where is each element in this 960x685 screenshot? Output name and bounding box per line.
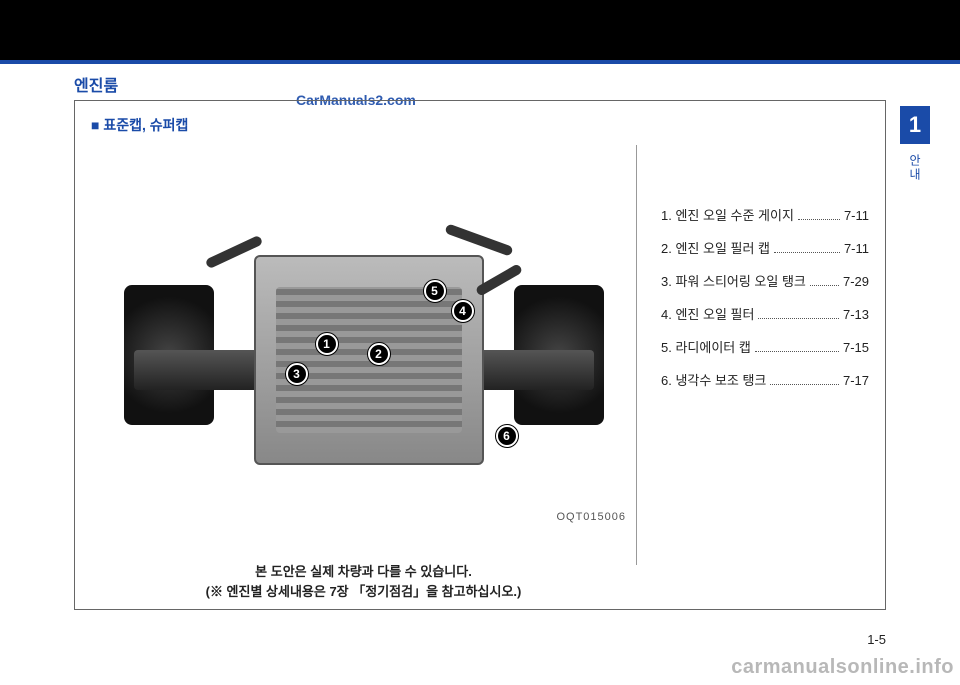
side-tab-number: 1 [900,106,930,144]
toc-page: 7-29 [843,274,869,289]
toc-dots [770,384,839,385]
toc-line: 3. 파워 스티어링 오일 탱크 7-29 [661,271,869,290]
toc-label: 6. 냉각수 보조 탱크 [661,370,766,389]
toc-line: 2. 엔진 오일 필러 캡 7-11 [661,238,869,257]
page-number: 1-5 [867,632,886,647]
callout-marker: 6 [496,425,518,447]
callout-marker: 5 [424,280,446,302]
engine-block [254,255,484,465]
page-title: 엔진룸 [74,72,118,96]
toc-page: 7-11 [844,208,869,223]
engine-illustration: 1 2 3 45 6 [134,185,594,515]
footer-watermark: carmanualsonline.info [731,656,954,679]
content-frame: ■ 표준캡, 슈퍼캡 1 2 3 45 6 OQT015006 본 도안은 실제 차량과… [74,100,886,610]
toc-label: 2. 엔진 오일 필러 캡 [661,238,770,257]
figure-caption-line1: 본 도안은 실제 차량과 다를 수 있습니다. [255,564,472,579]
toc-page: 7-17 [843,373,869,388]
side-tab-label: 안내 [907,154,924,182]
figure-ref-code: OQT015006 [556,511,626,523]
toc-line: 1. 엔진 오일 수준 게이지 7-11 [661,205,869,224]
callout-marker: 4 [452,300,474,322]
figure-caption: 본 도안은 실제 차량과 다를 수 있습니다. (※ 엔진별 상세내용은 7장 … [91,562,636,601]
toc-page: 7-11 [844,241,869,256]
toc-dots [755,351,839,352]
callout-marker: 1 [316,333,338,355]
toc-line: 6. 냉각수 보조 탱크 7-17 [661,370,869,389]
callout-marker: 3 [286,363,308,385]
toc-label: 1. 엔진 오일 수준 게이지 [661,205,794,224]
toc-dots [810,285,839,286]
toc-page: 7-15 [843,340,869,355]
toc-label: 3. 파워 스티어링 오일 탱크 [661,271,806,290]
toc-line: 4. 엔진 오일 필터 7-13 [661,304,869,323]
figure-subtitle: ■ 표준캡, 슈퍼캡 [91,115,869,135]
callout-marker: 2 [368,343,390,365]
figure-column: 123456 OQT015006 본 도안은 실제 차량과 다를 수 있습니다.… [91,145,637,565]
hose [444,223,513,256]
toc-label: 4. 엔진 오일 필터 [661,304,754,323]
main-row: 123456 OQT015006 본 도안은 실제 차량과 다를 수 있습니다.… [91,145,869,565]
toc-page: 7-13 [843,307,869,322]
toc-dots [758,318,839,319]
toc-column: 1. 엔진 오일 수준 게이지 7-11 2. 엔진 오일 필러 캡 7-11 3. 파… [637,145,869,565]
side-tab: 1 안내 [900,106,930,182]
toc-label: 5. 라디에이터 캡 [661,337,751,356]
figure-caption-line2: (※ 엔진별 상세내용은 7장 「정기점검」을 참고하십시오.) [206,584,522,599]
toc-dots [774,252,840,253]
top-black-bar [0,0,960,60]
toc-line: 5. 라디에이터 캡 7-15 [661,337,869,356]
blue-strip [0,60,960,64]
toc-dots [798,219,840,220]
